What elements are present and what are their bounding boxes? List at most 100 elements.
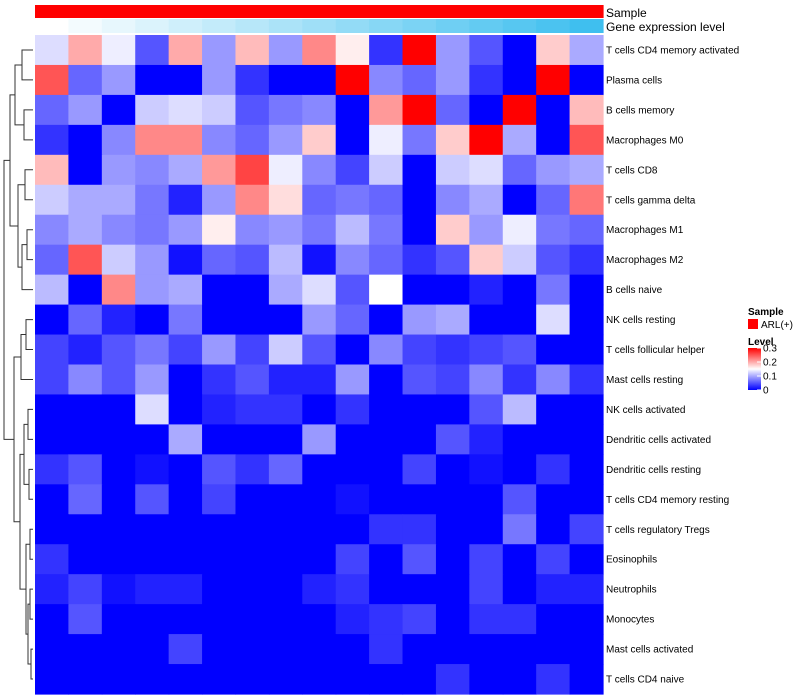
heatmap-cell <box>35 604 70 635</box>
annotation-cell-gene-expression <box>68 19 103 33</box>
heatmap-cell <box>335 634 370 665</box>
heatmap-cell <box>68 574 103 605</box>
heatmap-cell <box>469 154 504 186</box>
heatmap-cell <box>502 484 537 515</box>
heatmap-cell <box>369 604 404 635</box>
heatmap-cell <box>402 604 437 635</box>
heatmap-cell <box>335 364 370 396</box>
heatmap-cell <box>569 634 604 665</box>
heatmap-cell <box>569 364 604 396</box>
heatmap-cell <box>369 394 404 426</box>
row-label: Macrophages M2 <box>606 255 684 266</box>
heatmap-cell <box>536 154 571 186</box>
row-label: Mast cells activated <box>606 645 693 656</box>
heatmap-cell <box>202 424 237 455</box>
legend-level-colorbar <box>748 348 761 390</box>
heatmap-cell <box>235 304 270 336</box>
heatmap-cell <box>502 304 537 336</box>
annotation-cell-gene-expression <box>302 19 337 33</box>
heatmap-cell <box>402 484 437 515</box>
annotation-cell-sample <box>202 5 237 18</box>
annotation-cell-sample <box>502 5 537 18</box>
heatmap-cell <box>202 454 237 485</box>
track-label-gene-expression-level: Gene expression level <box>606 20 725 34</box>
heatmap-cell <box>268 124 303 156</box>
heatmap-cell <box>335 544 370 575</box>
heatmap-cell <box>369 664 404 695</box>
heatmap-cell <box>101 334 136 366</box>
heatmap-cell <box>536 304 571 336</box>
heatmap-cell <box>335 454 370 485</box>
heatmap-cell <box>302 484 337 515</box>
heatmap-cell <box>569 184 604 216</box>
annotation-cell-gene-expression <box>135 19 170 33</box>
heatmap-cell <box>302 304 337 336</box>
heatmap-cell <box>268 304 303 336</box>
heatmap-cell <box>135 364 170 396</box>
heatmap-cell <box>536 35 571 66</box>
heatmap-cell <box>469 94 504 126</box>
heatmap-cell <box>536 484 571 515</box>
heatmap-cell <box>469 484 504 515</box>
heatmap-cell <box>569 124 604 156</box>
heatmap-cell <box>35 574 70 605</box>
heatmap-cell <box>335 94 370 126</box>
heatmap-cell <box>369 334 404 366</box>
heatmap-cell <box>369 484 404 515</box>
heatmap-cell <box>335 424 370 455</box>
heatmap-cell <box>35 94 70 126</box>
heatmap-cell <box>435 154 470 186</box>
heatmap-cell <box>101 364 136 396</box>
heatmap-cell <box>168 154 203 186</box>
heatmap-cell <box>35 544 70 575</box>
heatmap-cell <box>502 544 537 575</box>
annotation-cell-sample <box>268 5 303 18</box>
row-label: B cells memory <box>606 105 674 116</box>
heatmap-cell <box>135 334 170 366</box>
heatmap-cell <box>168 364 203 396</box>
row-label: B cells naive <box>606 285 663 296</box>
heatmap-cell <box>502 154 537 186</box>
heatmap-cell <box>202 64 237 96</box>
heatmap-cell <box>202 274 237 306</box>
heatmap-cell <box>101 484 136 515</box>
row-label: T cells gamma delta <box>606 195 696 206</box>
heatmap-cell <box>369 304 404 336</box>
heatmap-cell <box>302 634 337 665</box>
annotation-cell-sample <box>536 5 571 18</box>
dendrogram-branch <box>14 64 24 126</box>
heatmap-cell <box>268 454 303 485</box>
heatmap-cell <box>402 574 437 605</box>
heatmap-cell <box>369 454 404 485</box>
heatmap-cell <box>335 154 370 186</box>
heatmap-cell <box>101 274 136 306</box>
heatmap-cell <box>302 64 337 96</box>
heatmap-cell <box>35 514 70 545</box>
row-label: Plasma cells <box>606 75 662 86</box>
heatmap-cell <box>35 364 70 396</box>
heatmap-cell <box>302 334 337 366</box>
heatmap-cell <box>502 364 537 396</box>
heatmap-cell <box>402 424 437 455</box>
heatmap-cell <box>235 514 270 545</box>
heatmap-cell <box>235 484 270 515</box>
heatmap-cell <box>101 35 136 66</box>
heatmap-cell <box>168 35 203 66</box>
heatmap-cell <box>35 35 70 66</box>
annotation-cell-gene-expression <box>235 19 270 33</box>
heatmap-cell <box>435 604 470 635</box>
dendrogram-branch <box>28 468 33 500</box>
heatmap-cell <box>302 94 337 126</box>
heatmap-cell <box>268 244 303 276</box>
heatmap-cell <box>435 454 470 485</box>
heatmap-cell <box>101 514 136 545</box>
heatmap-cell <box>135 394 170 426</box>
heatmap-cell <box>435 484 470 515</box>
heatmap-cell <box>101 94 136 126</box>
heatmap-cell <box>536 574 571 605</box>
annotation-cell-sample <box>302 5 337 18</box>
heatmap-cell <box>235 664 270 695</box>
heatmap-cell <box>536 124 571 156</box>
heatmap-cell <box>135 274 170 306</box>
legend-sample-entry: ARL(+) <box>761 320 793 331</box>
